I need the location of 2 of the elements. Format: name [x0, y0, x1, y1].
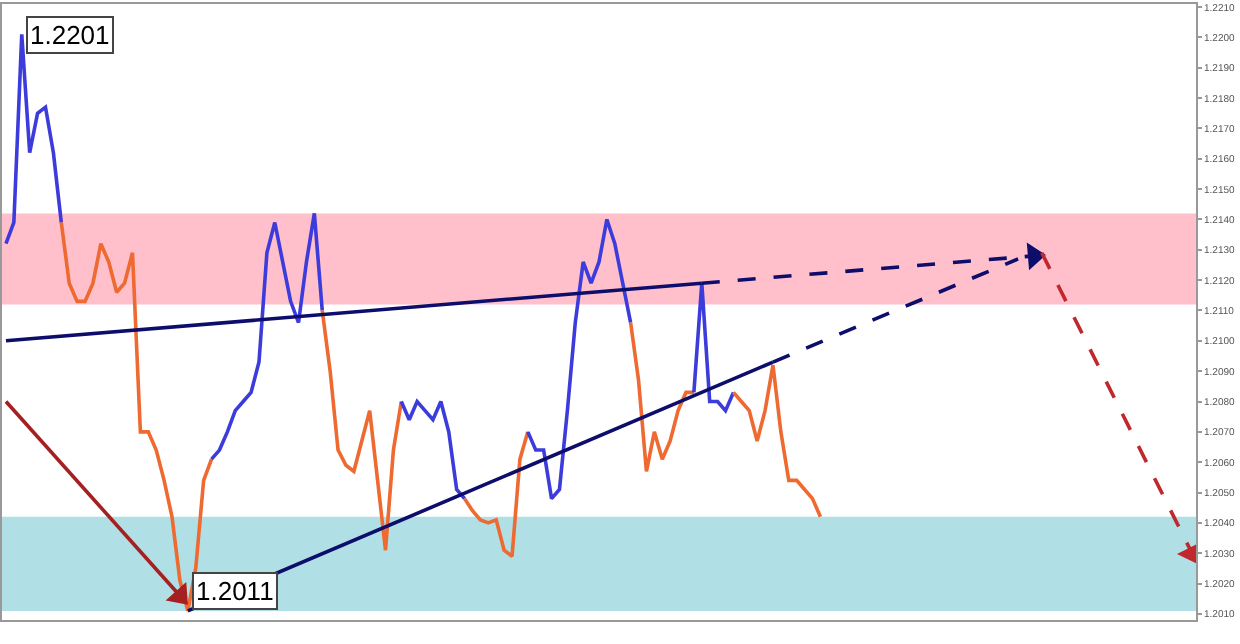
- annotation: 1.2011: [196, 576, 274, 606]
- annotation: 1.2201: [30, 20, 110, 50]
